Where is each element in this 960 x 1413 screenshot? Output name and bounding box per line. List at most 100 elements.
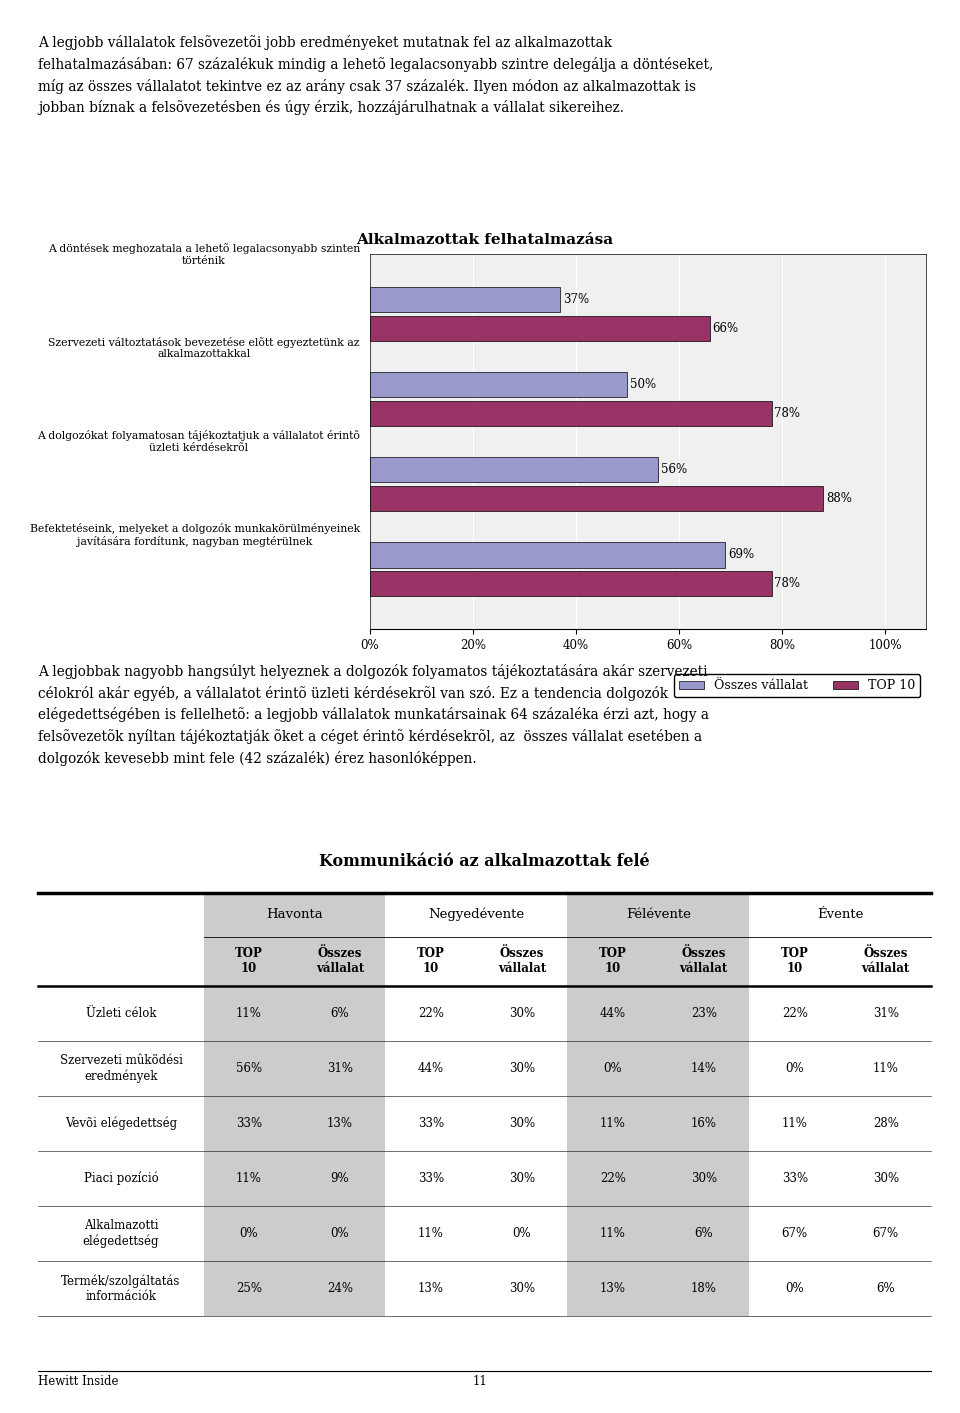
Bar xyxy=(659,986,750,1041)
Text: 30%: 30% xyxy=(509,1116,535,1130)
Bar xyxy=(204,1260,295,1316)
Bar xyxy=(840,986,931,1041)
Text: 69%: 69% xyxy=(728,548,754,561)
Text: 67%: 67% xyxy=(873,1226,899,1239)
Text: 66%: 66% xyxy=(712,322,738,335)
Text: A legjobbak nagyobb hangsúlyt helyeznek a dolgozók folyamatos tájékoztatására ak: A legjobbak nagyobb hangsúlyt helyeznek … xyxy=(38,664,709,766)
Text: 22%: 22% xyxy=(418,1007,444,1020)
Text: TOP
10: TOP 10 xyxy=(417,947,444,975)
Text: 30%: 30% xyxy=(509,1282,535,1294)
Bar xyxy=(204,986,295,1041)
Bar xyxy=(38,1260,204,1316)
Bar xyxy=(659,1096,750,1150)
Bar xyxy=(567,1150,659,1205)
Text: 30%: 30% xyxy=(509,1171,535,1186)
Bar xyxy=(750,1260,840,1316)
Bar xyxy=(38,1096,204,1150)
Text: Vevõi elégedettség: Vevõi elégedettség xyxy=(65,1116,177,1130)
Bar xyxy=(659,1260,750,1316)
Text: 88%: 88% xyxy=(826,492,852,504)
Text: 0%: 0% xyxy=(513,1226,531,1239)
Text: Félévente: Félévente xyxy=(626,909,691,921)
Bar xyxy=(38,1041,204,1096)
Bar xyxy=(840,1205,931,1260)
Text: Termék/szolgáltatás
információk: Termék/szolgáltatás információk xyxy=(61,1275,180,1303)
Text: A döntések meghozatala a lehetõ legalacsonyabb szinten
történik: A döntések meghozatala a lehetõ legalacs… xyxy=(48,243,360,266)
Text: 13%: 13% xyxy=(327,1116,353,1130)
Bar xyxy=(38,986,204,1041)
Bar xyxy=(476,1150,567,1205)
Bar xyxy=(476,1041,567,1096)
Bar xyxy=(750,893,931,937)
Text: 14%: 14% xyxy=(691,1061,717,1075)
Text: 6%: 6% xyxy=(876,1282,895,1294)
Text: 33%: 33% xyxy=(418,1116,444,1130)
Text: 0%: 0% xyxy=(785,1061,804,1075)
Text: 67%: 67% xyxy=(781,1226,807,1239)
Bar xyxy=(295,1041,386,1096)
Text: 33%: 33% xyxy=(236,1116,262,1130)
Text: Negyedévente: Negyedévente xyxy=(428,909,524,921)
Text: 28%: 28% xyxy=(873,1116,899,1130)
Text: 22%: 22% xyxy=(600,1171,626,1186)
Text: TOP
10: TOP 10 xyxy=(780,947,808,975)
Bar xyxy=(295,937,386,986)
Bar xyxy=(38,1150,204,1205)
Text: Hewitt Inside: Hewitt Inside xyxy=(38,1375,119,1388)
Text: TOP
10: TOP 10 xyxy=(235,947,263,975)
Text: Piaci pozíció: Piaci pozíció xyxy=(84,1171,158,1186)
Bar xyxy=(386,1096,476,1150)
Bar xyxy=(386,1260,476,1316)
Bar xyxy=(659,1205,750,1260)
Text: 22%: 22% xyxy=(781,1007,807,1020)
Bar xyxy=(204,893,386,937)
Text: 31%: 31% xyxy=(873,1007,899,1020)
Bar xyxy=(370,571,772,596)
Text: 33%: 33% xyxy=(418,1171,444,1186)
Text: 30%: 30% xyxy=(691,1171,717,1186)
Bar xyxy=(750,1150,840,1205)
Text: 6%: 6% xyxy=(330,1007,349,1020)
Text: 11%: 11% xyxy=(600,1116,626,1130)
Bar xyxy=(204,1041,295,1096)
Bar xyxy=(567,1041,659,1096)
Bar xyxy=(750,1096,840,1150)
Text: Összes
vállalat: Összes vállalat xyxy=(316,947,364,975)
Text: 31%: 31% xyxy=(327,1061,353,1075)
Bar xyxy=(476,937,567,986)
Bar xyxy=(370,287,561,312)
Text: Összes
vállalat: Összes vállalat xyxy=(680,947,728,975)
Text: Szervezeti változtatások bevezetése elõtt egyeztetünk az
alkalmazottakkal: Szervezeti változtatások bevezetése elõt… xyxy=(49,336,360,359)
Bar xyxy=(567,1260,659,1316)
Legend: Összes vállalat, TOP 10: Összes vállalat, TOP 10 xyxy=(674,674,920,698)
Bar xyxy=(840,937,931,986)
Bar xyxy=(750,1041,840,1096)
Text: 50%: 50% xyxy=(630,379,656,391)
Bar xyxy=(386,893,567,937)
Bar xyxy=(204,1150,295,1205)
Text: 11%: 11% xyxy=(236,1171,262,1186)
Text: 0%: 0% xyxy=(785,1282,804,1294)
Text: 30%: 30% xyxy=(509,1007,535,1020)
Text: 9%: 9% xyxy=(330,1171,349,1186)
Text: Üzleti célok: Üzleti célok xyxy=(85,1007,156,1020)
Text: 11%: 11% xyxy=(418,1226,444,1239)
Bar xyxy=(840,1150,931,1205)
Bar xyxy=(295,1205,386,1260)
Bar xyxy=(386,1041,476,1096)
Bar xyxy=(840,1041,931,1096)
Text: 13%: 13% xyxy=(418,1282,444,1294)
Bar xyxy=(476,1260,567,1316)
Text: 24%: 24% xyxy=(327,1282,353,1294)
Bar xyxy=(370,401,772,427)
Text: 44%: 44% xyxy=(600,1007,626,1020)
Bar xyxy=(840,1096,931,1150)
Bar xyxy=(38,1205,204,1260)
Bar xyxy=(204,1205,295,1260)
Text: Kommunikáció az alkalmazottak felé: Kommunikáció az alkalmazottak felé xyxy=(320,853,650,870)
Bar xyxy=(370,543,726,568)
Bar xyxy=(386,986,476,1041)
Text: A dolgozókat folyamatosan tájékoztatjuk a vállalatot érintõ
üzleti kérdésekrõl: A dolgozókat folyamatosan tájékoztatjuk … xyxy=(37,431,360,452)
Text: Befektetéseink, melyeket a dolgozók munkakörülményeinek
javítására fordítunk, na: Befektetéseink, melyeket a dolgozók munk… xyxy=(30,523,360,547)
Text: 30%: 30% xyxy=(509,1061,535,1075)
